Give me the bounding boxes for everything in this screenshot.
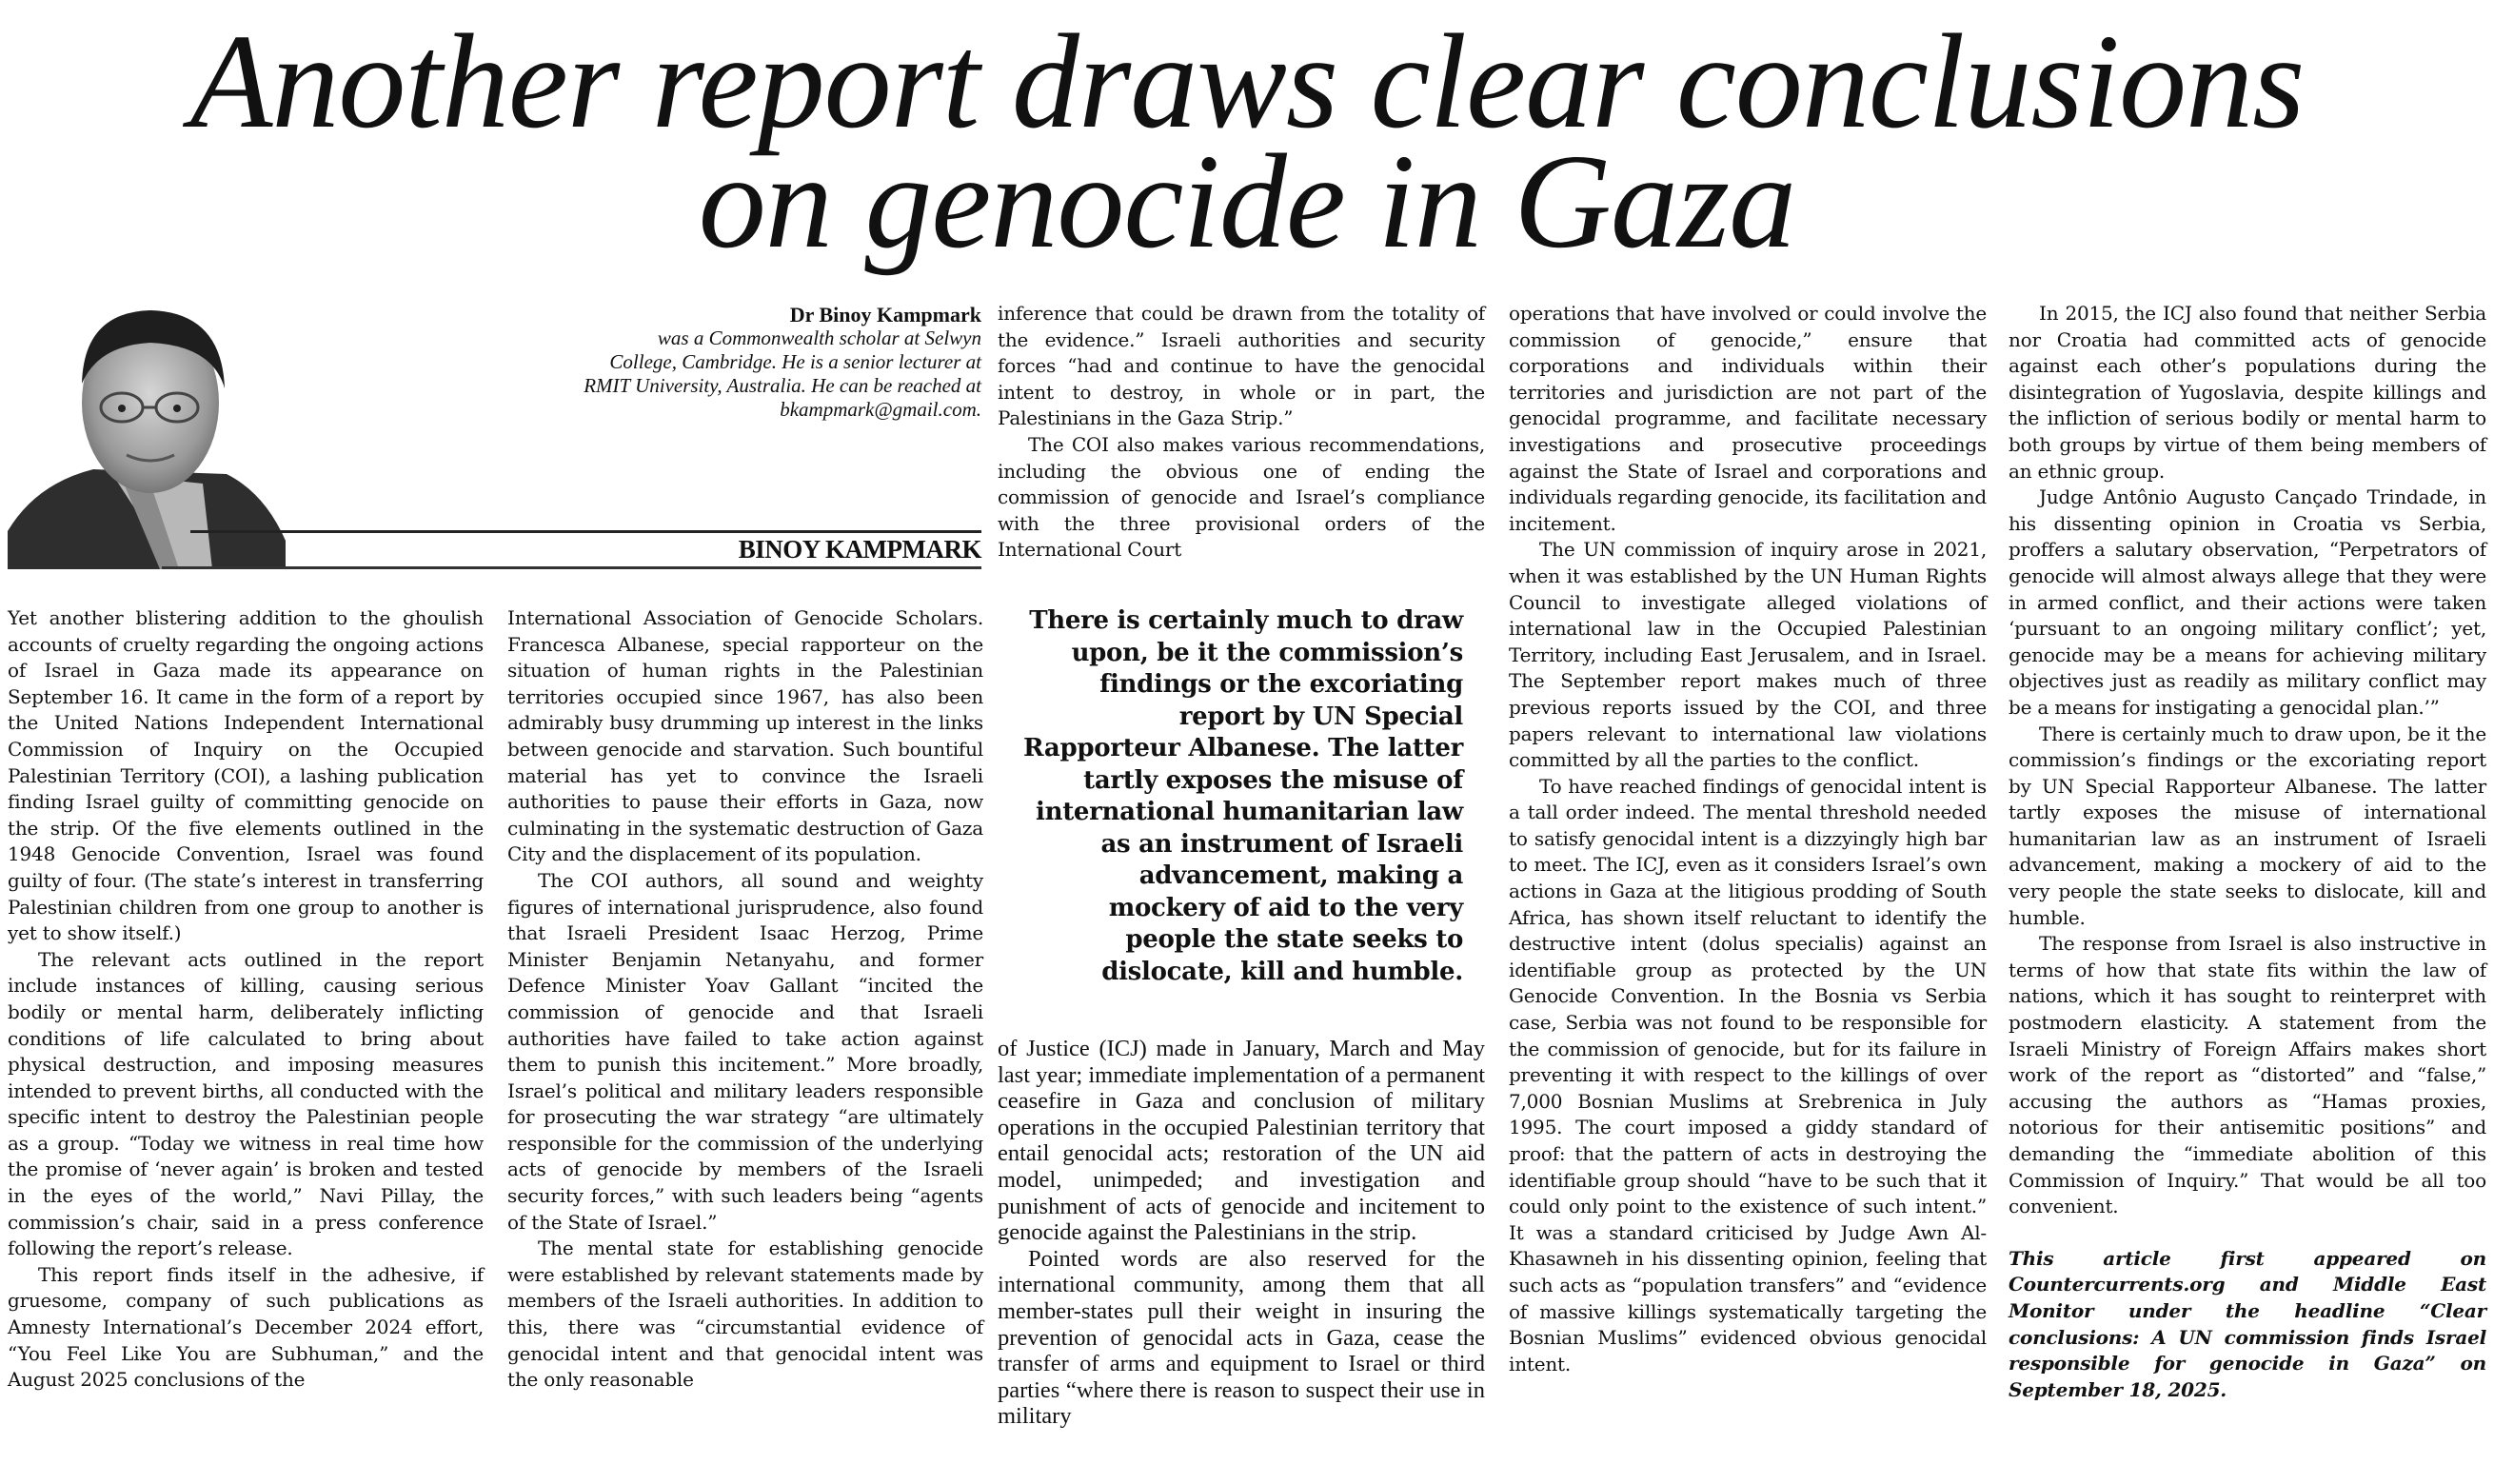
headline: Another report draws clear conclusions o… — [0, 6, 2494, 276]
article-column-1: Yet another blistering addition to the g… — [8, 605, 484, 1394]
headline-line-2: on genocide in Gaza — [698, 126, 1796, 276]
byline: BINOY KAMPMARK — [738, 535, 982, 564]
bio-line: College, Cambridge. He is a senior lectu… — [609, 350, 981, 373]
byline-rule-bottom — [162, 566, 981, 569]
paragraph: operations that have involved or could i… — [1509, 302, 1987, 535]
bio-email: bkampmark@gmail.com. — [780, 398, 981, 421]
headline-line-1: Another report draws clear conclusions — [189, 6, 2306, 156]
author-bio: Dr Binoy Kampmark was a Commonwealth sch… — [533, 303, 981, 422]
source-note: This article first appeared on Countercu… — [2009, 1246, 2486, 1401]
paragraph: To have reached findings of genocidal in… — [1509, 774, 1987, 1375]
paragraph: In 2015, the ICJ also found that neither… — [2009, 302, 2486, 483]
pull-quote: There is certainly much to draw upon, be… — [1023, 606, 1463, 986]
paragraph: The COI authors, all sound and weighty f… — [507, 868, 983, 1234]
paragraph: Pointed words are also reserved for the … — [998, 1245, 1485, 1430]
paragraph: inference that could be drawn from the t… — [998, 302, 1485, 430]
paragraph: The response from Israel is also instruc… — [2009, 932, 2486, 1218]
article-column-5: In 2015, the ICJ also found that neither… — [2009, 301, 2486, 1403]
article-column-2: International Association of Genocide Sc… — [507, 605, 983, 1394]
paragraph: Judge Antônio Augusto Cançado Trindade, … — [2009, 485, 2486, 719]
paragraph: of Justice (ICJ) made in January, March … — [998, 1036, 1485, 1246]
paragraph: The COI also makes various recommendatio… — [998, 432, 1485, 562]
paragraph: Yet another blistering addition to the g… — [8, 606, 484, 945]
article-column-4: operations that have involved or could i… — [1509, 301, 1987, 1377]
paragraph: There is certainly much to draw upon, be… — [2009, 722, 2486, 929]
paragraph: International Association of Genocide Sc… — [507, 606, 983, 866]
paragraph: The UN commission of inquiry arose in 20… — [1509, 538, 1987, 772]
bio-line: RMIT University, Australia. He can be re… — [584, 374, 981, 397]
bio-line: was a Commonwealth scholar at Selwyn — [657, 326, 981, 349]
bio-name: Dr Binoy Kampmark — [789, 303, 981, 326]
article-column-3-bottom: of Justice (ICJ) made in January, March … — [998, 1036, 1485, 1430]
paragraph: The mental state for establishing genoci… — [507, 1237, 983, 1392]
author-photo — [8, 293, 286, 569]
paragraph: The relevant acts outlined in the report… — [8, 947, 484, 1260]
byline-rule-top — [190, 530, 981, 533]
article-column-3-top: inference that could be drawn from the t… — [998, 301, 1485, 564]
paragraph: This report finds itself in the adhesive… — [8, 1262, 484, 1392]
